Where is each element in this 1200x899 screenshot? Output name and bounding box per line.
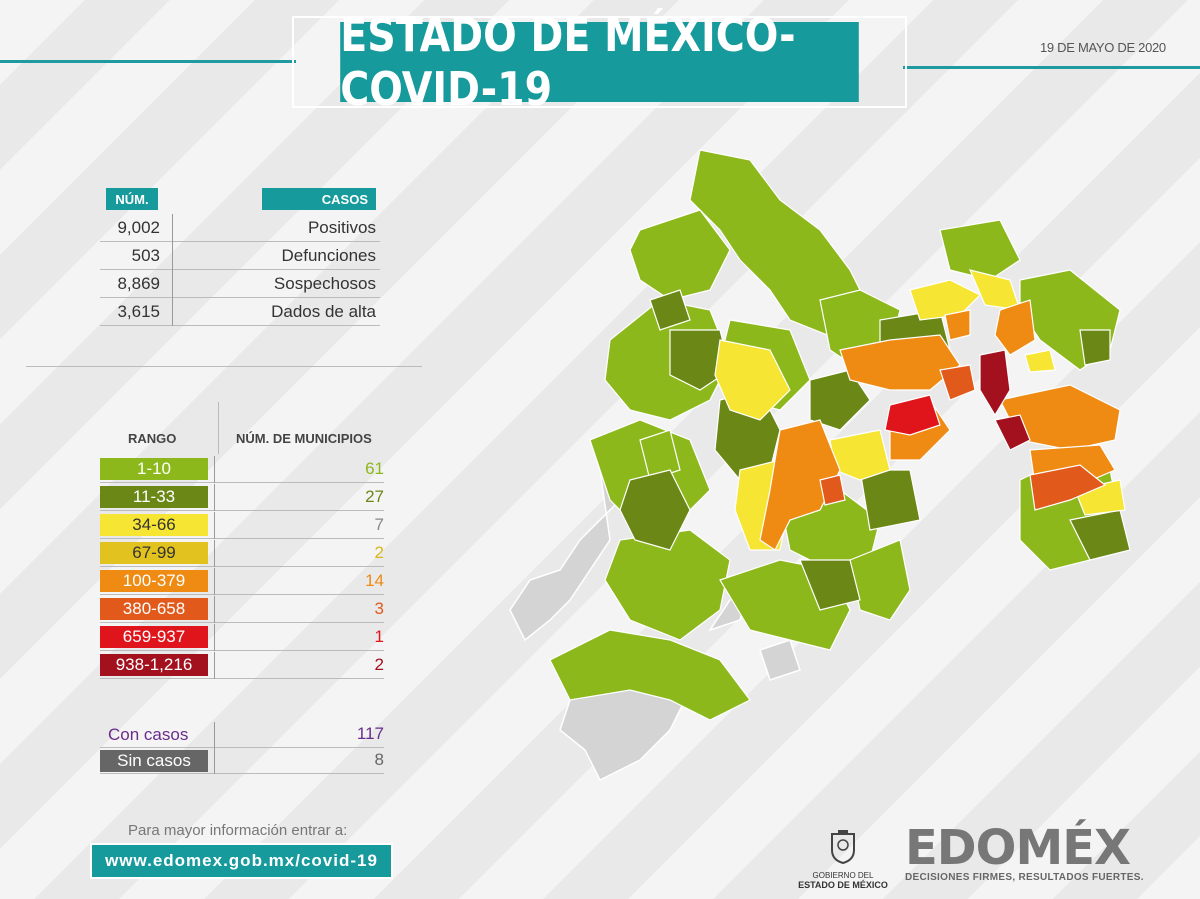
cases-row: 8,869 Sospechosos — [100, 270, 380, 298]
range-row: 34-66 7 — [100, 512, 384, 539]
municipios-header: NÚM. DE MUNICIPIOS — [236, 431, 372, 446]
report-date: 19 DE MAYO DE 2020 — [1040, 40, 1166, 55]
range-swatch: 938-1,216 — [100, 654, 208, 676]
cases-label: Sospechosos — [273, 274, 376, 293]
range-swatch: 380-658 — [100, 598, 208, 620]
header-line-right — [903, 66, 1200, 69]
range-count: 27 — [365, 487, 384, 506]
gobierno-logo: GOBIERNO DEL ESTADO DE MÉXICO — [798, 830, 888, 890]
row-separator — [172, 298, 173, 326]
red-regions — [884, 394, 941, 436]
range-row: 67-99 2 — [100, 540, 384, 567]
row-separator — [214, 456, 215, 483]
edomex-brand: EDOMÉX DECISIONES FIRMES, RESULTADOS FUE… — [905, 820, 1144, 883]
range-count: 61 — [365, 459, 384, 478]
cases-row: 503 Defunciones — [100, 242, 380, 270]
dark-red-regions — [979, 349, 1031, 451]
cases-label: Dados de alta — [271, 302, 376, 321]
range-count: 7 — [374, 515, 384, 534]
red-orange-regions — [819, 364, 1107, 511]
yellow-regions — [714, 269, 1126, 551]
cases-row: 3,615 Dados de alta — [100, 298, 380, 326]
range-swatch: 67-99 — [100, 542, 208, 564]
range-count: 14 — [365, 571, 384, 590]
range-row: 100-379 14 — [100, 568, 384, 595]
coat-of-arms-icon — [831, 830, 855, 865]
range-count: 3 — [374, 599, 384, 618]
gov-logo-line1: GOBIERNO DEL — [812, 871, 874, 880]
title-frame — [292, 16, 907, 108]
edomex-wordmark: EDOMÉX — [905, 820, 1131, 876]
range-count: 2 — [374, 655, 384, 674]
row-separator — [214, 748, 215, 774]
section-divider — [26, 366, 422, 367]
cases-count: 8,869 — [117, 274, 160, 293]
range-swatch: 1-10 — [100, 458, 208, 480]
gov-logo-line2: ESTADO DE MÉXICO — [798, 880, 888, 890]
cases-label: Defunciones — [281, 246, 376, 265]
row-separator — [214, 484, 215, 511]
row-separator — [214, 722, 215, 748]
range-row: 659-937 1 — [100, 624, 384, 651]
range-row: 1-10 61 — [100, 456, 384, 483]
con-casos-count: 117 — [356, 724, 384, 743]
cases-header-num: NÚM. — [106, 188, 158, 210]
cases-count: 9,002 — [117, 218, 160, 237]
row-separator — [172, 270, 173, 298]
range-swatch: 11-33 — [100, 486, 208, 508]
row-separator — [172, 242, 173, 270]
row-separator — [214, 652, 215, 679]
range-row: 380-658 3 — [100, 596, 384, 623]
cases-label: Positivos — [307, 218, 376, 237]
range-row: 938-1,216 2 — [100, 652, 384, 679]
range-count: 2 — [374, 543, 384, 562]
cases-count: 503 — [131, 246, 160, 265]
con-casos-row: Con casos 117 — [100, 722, 384, 748]
row-separator — [214, 624, 215, 651]
row-separator — [172, 214, 173, 242]
cases-row: 9,002 Positivos — [100, 214, 380, 242]
range-row: 11-33 27 — [100, 484, 384, 511]
con-casos-label: Con casos — [108, 725, 189, 744]
sin-casos-count: 8 — [374, 750, 384, 769]
range-swatch: 659-937 — [100, 626, 208, 648]
edomex-slogan: DECISIONES FIRMES, RESULTADOS FUERTES. — [905, 872, 1144, 883]
range-swatch: 100-379 — [100, 570, 208, 592]
sin-casos-row: Sin casos 8 — [100, 748, 384, 774]
covid-url-link[interactable]: www.edomex.gob.mx/covid-19 — [90, 843, 393, 879]
range-swatch: 34-66 — [100, 514, 208, 536]
page-title: ESTADO DE MÉXICO-COVID-19 — [340, 8, 859, 116]
info-text: Para mayor información entrar a: — [128, 822, 348, 839]
header-divider — [218, 402, 219, 454]
header-line-left — [0, 60, 296, 63]
range-count: 1 — [374, 627, 384, 646]
orange-regions — [759, 299, 1121, 551]
row-separator — [214, 568, 215, 595]
municipality-map — [509, 149, 1131, 782]
sin-casos-label: Sin casos — [100, 750, 208, 772]
row-separator — [214, 540, 215, 567]
cases-count: 3,615 — [117, 302, 160, 321]
range-header: RANGO — [128, 431, 177, 446]
row-separator — [214, 512, 215, 539]
cases-header-label: CASOS — [262, 188, 376, 210]
row-separator — [214, 596, 215, 623]
